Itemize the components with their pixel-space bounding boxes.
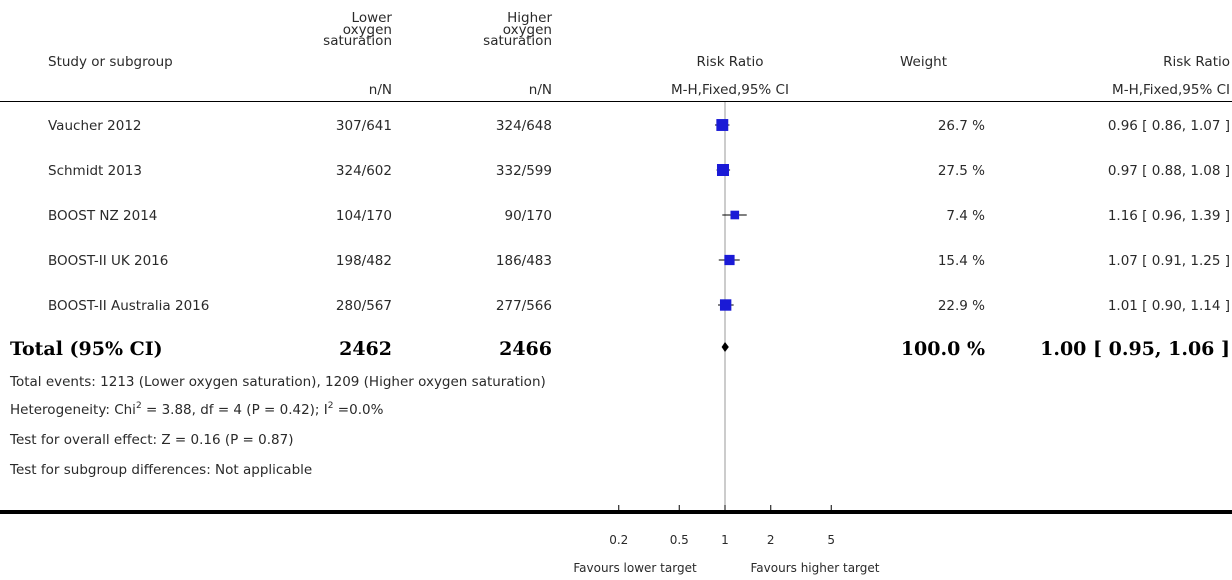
- heterogeneity-part: =0.0%: [333, 402, 384, 418]
- group1-header-line3: saturation: [323, 33, 392, 49]
- favours-right-label: Favours higher target: [750, 561, 880, 575]
- total-risk-ratio: 1.00 [ 0.95, 1.06 ]: [1040, 338, 1230, 360]
- heterogeneity-part: Heterogeneity: Chi: [10, 402, 136, 418]
- group2-header-line1: Higher: [507, 10, 552, 26]
- footnote-overall-effect: Test for overall effect: Z = 0.16 (P = 0…: [10, 432, 294, 448]
- study-group1-events: 198/482: [335, 253, 392, 269]
- x-axis-tick-label: 1: [721, 533, 729, 547]
- footnote-events: Total events: 1213 (Lower oxygen saturat…: [10, 374, 546, 390]
- group2-header: Higher oxygen saturation: [460, 10, 552, 49]
- x-axis-tick-label: 5: [827, 533, 835, 547]
- heterogeneity-part: = 3.88, df = 4 (P = 0.42); I: [141, 402, 328, 418]
- study-risk-ratio: 1.01 [ 0.90, 1.14 ]: [1107, 298, 1230, 314]
- pooled-diamond: [721, 342, 729, 352]
- favours-left-label: Favours lower target: [573, 561, 697, 575]
- group1-header-line1: Lower: [351, 10, 392, 26]
- study-group2-events: 277/566: [495, 298, 552, 314]
- study-weight: 26.7 %: [937, 118, 985, 134]
- plot-header-title: Risk Ratio: [696, 54, 764, 70]
- weight-header: Weight: [900, 54, 948, 70]
- heterogeneity-superscript: 2: [135, 401, 142, 411]
- bottom-rule: [0, 510, 1232, 514]
- study-weight: 15.4 %: [937, 253, 985, 269]
- study-effect-marker: [730, 210, 740, 220]
- study-effect-marker: [716, 164, 729, 176]
- total-weight: 100.0 %: [900, 338, 985, 360]
- heterogeneity-superscript: 2: [327, 401, 334, 411]
- header-rule: [0, 101, 1232, 102]
- study-risk-ratio: 0.96 [ 0.86, 1.07 ]: [1107, 118, 1230, 134]
- x-axis-tick-label: 2: [767, 533, 775, 547]
- group2-unit: n/N: [528, 82, 552, 98]
- study-effect-marker: [716, 119, 729, 131]
- study-effect-marker: [724, 254, 735, 266]
- study-risk-ratio: 1.16 [ 0.96, 1.39 ]: [1107, 208, 1230, 224]
- study-name: BOOST-II Australia 2016: [48, 298, 210, 314]
- study-risk-ratio: 1.07 [ 0.91, 1.25 ]: [1107, 253, 1230, 269]
- total-group1: 2462: [339, 338, 392, 360]
- study-group2-events: 332/599: [495, 163, 552, 179]
- study-effect-marker: [719, 299, 732, 311]
- study-group2-events: 324/648: [495, 118, 552, 134]
- study-risk-ratio: 0.97 [ 0.88, 1.08 ]: [1107, 163, 1230, 179]
- footnote-subgroup: Test for subgroup differences: Not appli…: [10, 462, 313, 478]
- study-group1-events: 307/641: [335, 118, 392, 134]
- study-group1-events: 324/602: [335, 163, 392, 179]
- study-group2-events: 186/483: [495, 253, 552, 269]
- group2-header-line3: saturation: [483, 33, 552, 49]
- study-weight: 22.9 %: [937, 298, 985, 314]
- ratio-header-method: M-H,Fixed,95% CI: [1112, 82, 1230, 98]
- x-axis-tick-label: 0.5: [670, 533, 689, 547]
- footnote-heterogeneity: Heterogeneity: Chi2 = 3.88, df = 4 (P = …: [10, 401, 384, 419]
- study-column-header: Study or subgroup: [48, 54, 173, 70]
- total-group2: 2466: [499, 338, 552, 360]
- total-label: Total (95% CI): [10, 338, 163, 360]
- group2-header-line2: oxygen: [502, 21, 552, 38]
- study-name: Vaucher 2012: [48, 118, 142, 134]
- study-group1-events: 104/170: [335, 208, 392, 224]
- group1-header-line2: oxygen: [342, 21, 392, 38]
- study-name: BOOST-II UK 2016: [48, 253, 169, 269]
- group1-header: Lower oxygen saturation: [300, 10, 392, 49]
- study-group1-events: 280/567: [335, 298, 392, 314]
- study-group2-events: 90/170: [504, 208, 553, 224]
- plot-header-method: M-H,Fixed,95% CI: [671, 82, 789, 98]
- study-name: Schmidt 2013: [48, 163, 142, 179]
- study-weight: 27.5 %: [937, 163, 985, 179]
- x-axis-tick-label: 0.2: [609, 533, 628, 547]
- study-name: BOOST NZ 2014: [48, 208, 158, 224]
- ratio-header-title: Risk Ratio: [1163, 54, 1230, 70]
- group1-unit: n/N: [368, 82, 392, 98]
- study-weight: 7.4 %: [946, 208, 985, 224]
